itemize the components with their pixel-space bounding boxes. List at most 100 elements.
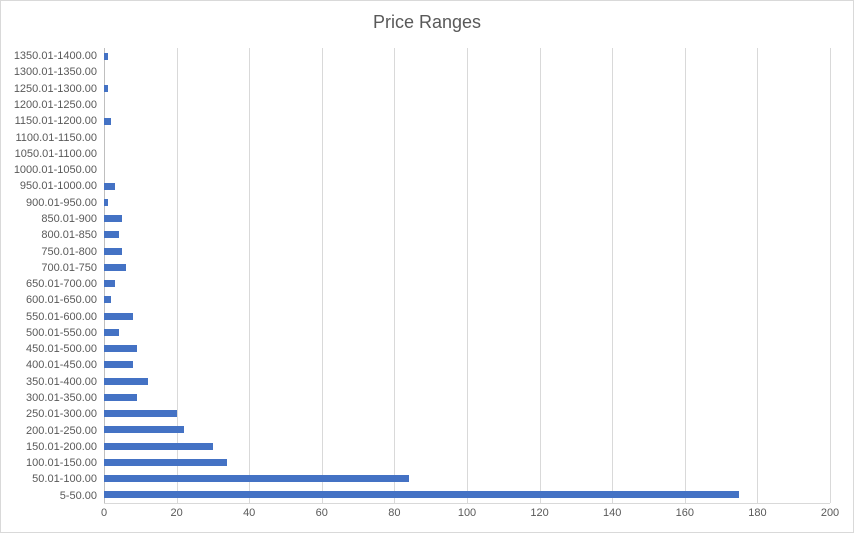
chart-title: Price Ranges: [372, 12, 482, 32]
category-label: 50.01-100.00: [32, 473, 97, 486]
bar: [104, 442, 213, 450]
bar-row: [104, 487, 830, 503]
category-label: 950.01-1000.00: [19, 180, 97, 193]
bar: [104, 198, 108, 206]
category-label: 500.01-550.00: [26, 326, 97, 339]
x-tick-label: 200: [820, 507, 840, 519]
bar: [104, 247, 123, 255]
x-tick-label: 80: [388, 507, 401, 519]
gridline: [830, 48, 831, 503]
gridline: [539, 48, 541, 503]
x-tick-label: 40: [243, 507, 256, 519]
gridline: [467, 48, 468, 503]
bar-row: [104, 194, 830, 210]
bar: [104, 426, 184, 434]
x-tick-label: 160: [675, 507, 694, 519]
bar: [104, 328, 119, 336]
bar: [104, 215, 123, 223]
category-label: 900.01-950.00: [26, 196, 97, 209]
gridline: [612, 48, 614, 503]
category-label: 200.01-250.00: [26, 424, 97, 437]
bar-row: [104, 373, 830, 389]
bar-row: [104, 406, 830, 422]
category-label: 1050.01-1100.00: [14, 147, 97, 160]
bar-row: [104, 178, 830, 194]
bar-row: [104, 324, 830, 340]
bar: [104, 475, 409, 483]
bar: [104, 231, 119, 239]
y-axis-labels: 1350.01-1400.00 1300.01-1350.00 1250.01-13…: [1, 48, 97, 504]
bar-row: [104, 48, 830, 64]
bar-row: [104, 113, 830, 129]
bar-row: [104, 129, 830, 145]
category-label: 700.01-750: [41, 261, 97, 274]
category-label: 850.01-900: [41, 212, 97, 225]
category-label: 300.01-350.00: [26, 392, 97, 405]
x-tick-label: 180: [748, 507, 767, 519]
bar: [104, 280, 115, 288]
bar-row: [104, 438, 830, 454]
bar-row: [104, 341, 830, 357]
category-label: 100.01-150.00: [26, 457, 97, 470]
category-label: 800.01-850: [41, 229, 97, 242]
bar-row: [104, 243, 830, 259]
bar-row: [104, 64, 830, 80]
y-axis-line: [104, 48, 105, 503]
bar-row: [104, 227, 830, 243]
bar: [104, 296, 112, 304]
bar-row: [104, 211, 830, 227]
bar-row: [104, 146, 830, 162]
gridline: [684, 48, 686, 503]
category-label: 5-50.00: [59, 489, 97, 502]
bar-row: [104, 259, 830, 275]
bar-row: [104, 81, 830, 97]
category-label: 1000.01-1050.00: [13, 164, 97, 177]
bar-series: [104, 48, 830, 503]
x-tick-label: 140: [603, 507, 622, 519]
bar-row: [104, 292, 830, 308]
category-label: 750.01-800: [41, 245, 97, 258]
category-label: 550.01-600.00: [26, 310, 97, 323]
bar-row: [104, 389, 830, 405]
category-label: 1150.01-1200.00: [14, 115, 97, 128]
category-label: 1200.01-1250.00: [13, 98, 97, 111]
bar: [104, 117, 112, 125]
category-label: 1350.01-1400.00: [13, 50, 97, 63]
bar-row: [104, 276, 830, 292]
category-label: 1300.01-1350.00: [13, 66, 97, 79]
category-label: 1250.01-1300.00: [13, 82, 97, 95]
x-tick-label: 120: [530, 507, 549, 519]
gridline: [321, 48, 323, 503]
category-label: 350.01-400.00: [26, 375, 97, 388]
category-label: 150.01-200.00: [26, 440, 97, 453]
bar-row: [104, 97, 830, 113]
gridline: [394, 48, 396, 503]
bar: [104, 393, 137, 401]
bar: [104, 361, 134, 369]
bar-row: [104, 308, 830, 324]
bar: [104, 458, 228, 466]
category-label: 650.01-700.00: [26, 278, 97, 291]
gridline: [757, 48, 759, 503]
plot-area: [104, 48, 831, 504]
bar: [104, 345, 137, 353]
category-label: 450.01-500.00: [26, 343, 97, 356]
gridline: [176, 48, 178, 503]
category-label: 250.01-300.00: [26, 408, 97, 421]
category-label: 600.01-650.00: [26, 294, 97, 307]
bar: [104, 312, 134, 320]
bar-row: [104, 357, 830, 373]
bar: [104, 410, 177, 418]
category-label: 1100.01-1150.00: [15, 131, 97, 144]
x-tick-label: 100: [457, 507, 477, 519]
x-axis-labels: 0 20 40 60 80 100 120 140 160 180 200: [1, 507, 853, 523]
bar-row: [104, 422, 830, 438]
bar: [104, 491, 740, 499]
bar: [104, 377, 148, 385]
bar-row: [104, 471, 830, 487]
gridline: [249, 48, 251, 503]
bar: [104, 182, 115, 190]
x-tick-label: 60: [315, 507, 328, 519]
bar-row: [104, 162, 830, 178]
